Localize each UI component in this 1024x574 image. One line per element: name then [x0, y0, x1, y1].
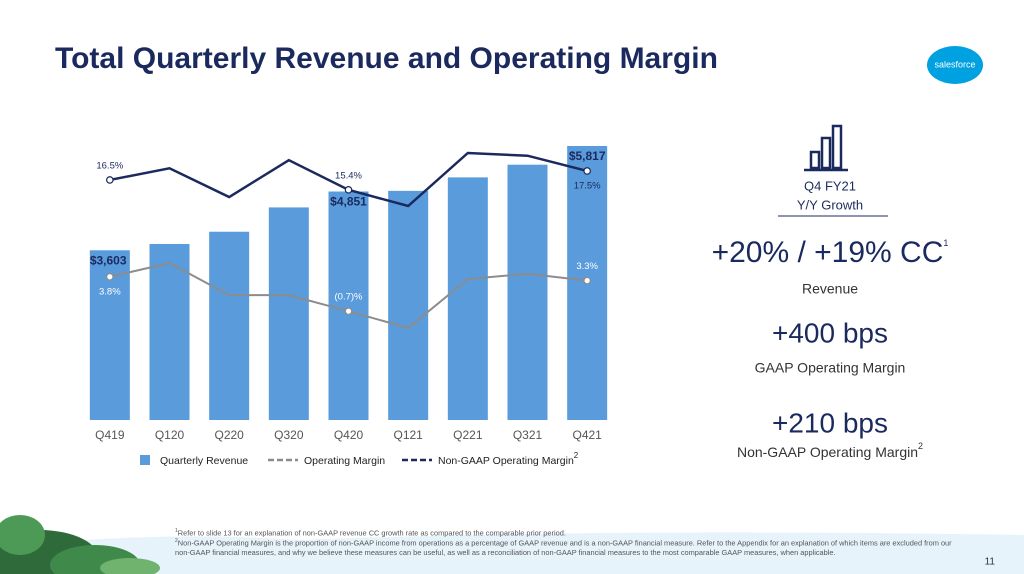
title: Total Quarterly Revenue and Operating Ma… — [55, 42, 718, 75]
revenue-growth: +20% / +19% CC1 — [712, 236, 949, 269]
footnote-mark: 1 — [943, 238, 948, 248]
line-value-label: 17.5% — [574, 180, 601, 191]
revenue-label: Revenue — [802, 281, 858, 297]
legend-label: Operating Margin — [304, 455, 385, 467]
point — [106, 272, 114, 281]
line-value-label: 3.8% — [99, 286, 121, 297]
x-tick-label: Q321 — [513, 428, 543, 442]
line-value-label: 16.5% — [96, 160, 123, 171]
x-tick-label: Q120 — [155, 428, 185, 442]
legend-text: Non-GAAP Operating Margin — [438, 455, 574, 467]
growth-icon — [804, 124, 848, 172]
bar-value-label: $3,603 — [90, 253, 127, 267]
line-value-label: 15.4% — [335, 170, 362, 181]
point — [583, 167, 591, 175]
x-tick-label: Q320 — [274, 428, 304, 442]
bar — [328, 191, 369, 420]
legend-swatch — [140, 455, 150, 465]
bar — [388, 190, 429, 420]
legend-label: Quarterly Revenue — [160, 455, 248, 467]
bottom-band — [0, 532, 1024, 574]
period-subtitle: Y/Y Growth — [797, 197, 863, 212]
bar — [209, 231, 250, 420]
nongaap-label-text: Non-GAAP Operating Margin — [737, 444, 918, 460]
footnotes: 1Refer to slide 13 for an explanation of… — [175, 527, 955, 557]
line-value-label: 3.3% — [576, 261, 598, 272]
gaap-label: GAAP Operating Margin — [755, 360, 906, 376]
bar-value-label: $4,851 — [330, 195, 367, 209]
logo: salesforce — [927, 46, 983, 84]
x-tick-label: Q419 — [95, 428, 125, 442]
plants — [0, 515, 160, 574]
nongaap-change: +210 bps — [772, 407, 888, 438]
footnote: 1Refer to slide 13 for an explanation of… — [175, 527, 955, 537]
point — [583, 276, 591, 285]
gaap-change: +400 bps — [772, 317, 888, 348]
point — [344, 307, 353, 315]
footnote-mark: 2 — [918, 441, 923, 451]
bar — [268, 207, 309, 420]
x-tick-label: Q220 — [214, 428, 244, 442]
legend-text: Quarterly Revenue — [160, 455, 248, 467]
legend-label: Non-GAAP Operating Margin2 — [438, 451, 579, 467]
x-tick-label: Q121 — [393, 428, 423, 442]
footnote: 2Non-GAAP Operating Margin is the propor… — [175, 537, 955, 556]
bar — [507, 164, 548, 420]
bar-value-label: $5,817 — [569, 149, 606, 163]
page-number: 11 — [985, 557, 996, 568]
footnote-text: Refer to slide 13 for an explanation of … — [177, 528, 566, 538]
bar — [447, 177, 488, 420]
legend-text: Operating Margin — [304, 455, 385, 467]
line-value-label: (0.7)% — [335, 292, 364, 303]
x-tick-label: Q221 — [453, 428, 483, 442]
x-tick-label: Q420 — [334, 428, 364, 442]
nongaap-label: Non-GAAP Operating Margin2 — [737, 441, 923, 459]
point — [106, 176, 114, 184]
period: Q4 FY21 — [804, 178, 856, 193]
logo-text: salesforce — [934, 59, 975, 69]
footnote-mark: 1 — [175, 528, 178, 534]
footnote-mark: 2 — [175, 538, 178, 545]
bar — [149, 243, 190, 420]
footnote-mark: 2 — [574, 451, 579, 460]
footnote-text: Non-GAAP Operating Margin is the proport… — [175, 538, 952, 557]
revenue-growth-value: +20% / +19% CC — [712, 236, 944, 269]
x-tick-label: Q421 — [572, 428, 602, 442]
point — [344, 186, 353, 194]
